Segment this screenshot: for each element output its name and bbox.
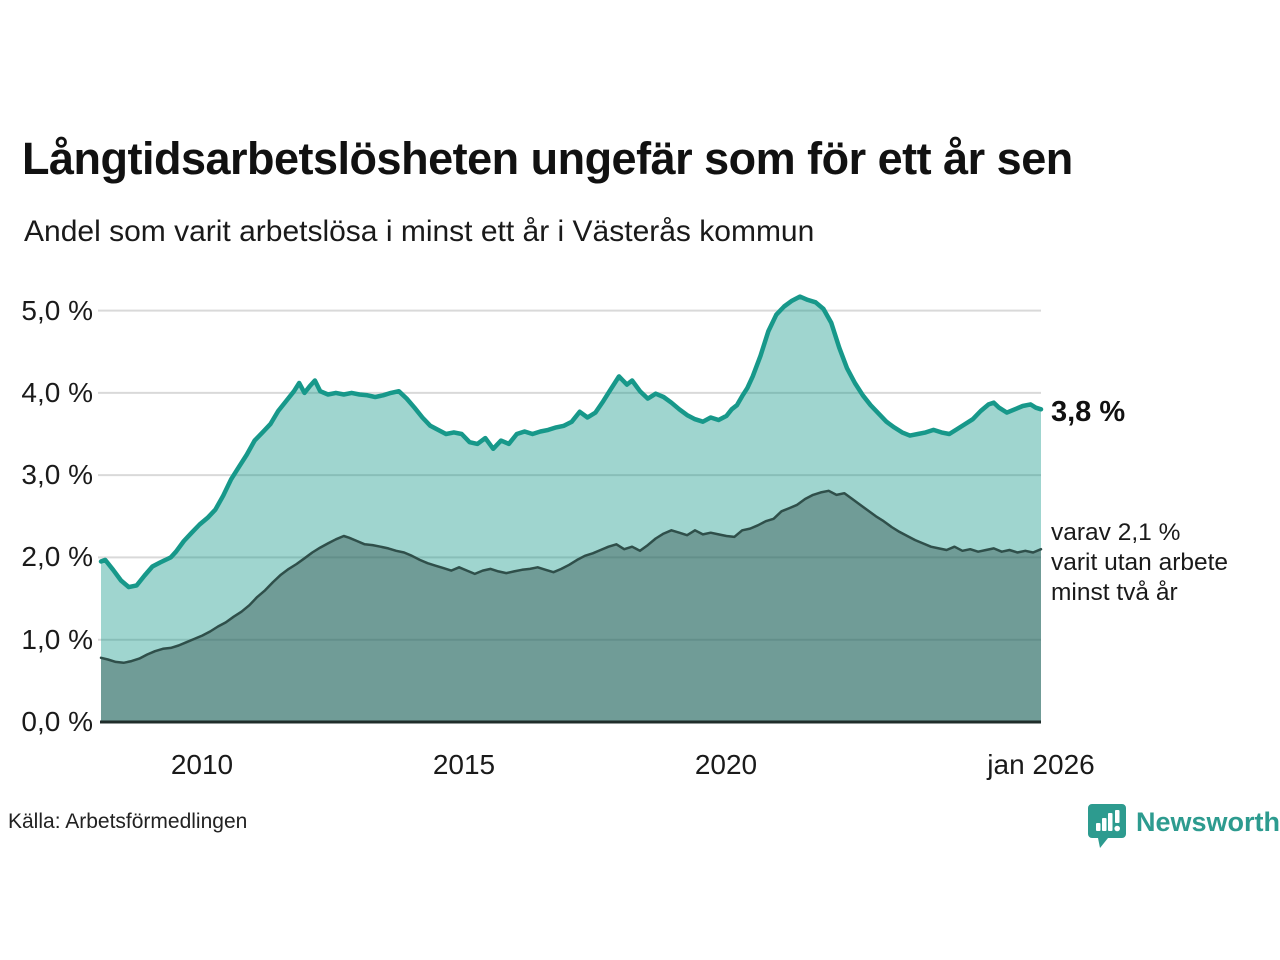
y-tick-label: 2,0 % <box>21 541 93 572</box>
secondary-annotation-line2: varit utan arbete <box>1051 549 1229 576</box>
x-tick-label: 2015 <box>432 749 496 780</box>
y-tick-label: 0,0 % <box>21 706 93 737</box>
series-area-1 <box>101 490 1041 722</box>
page-title: Långtidsarbetslösheten ungefär som för e… <box>22 133 1073 184</box>
x-tick-label: 2010 <box>170 749 234 780</box>
source-attribution: Källa: Arbetsförmedlingen <box>8 810 248 833</box>
y-tick-label: 5,0 % <box>21 295 93 326</box>
x-tick-label: 2020 <box>694 749 758 780</box>
newsworthy-bubble-chart-icon <box>1088 802 1128 855</box>
series-line-1 <box>99 489 1043 665</box>
chart-subtitle: Andel som varit arbetslösa i minst ett å… <box>24 215 815 248</box>
secondary-annotation-line1: varav 2,1 % <box>1051 519 1181 546</box>
y-tick-label: 4,0 % <box>21 377 93 408</box>
latest-value-label: 3,8 % <box>1051 396 1126 428</box>
secondary-annotation-line3: minst två år <box>1051 579 1178 606</box>
series-area-0 <box>101 296 1041 722</box>
secondary-series-annotation: varav 2,1 % varit utan arbete minst två … <box>1051 518 1228 608</box>
series-line-0 <box>98 294 1044 590</box>
y-tick-label: 3,0 % <box>21 459 93 490</box>
x-tick-label: jan 2026 <box>987 749 1095 780</box>
y-tick-label: 1,0 % <box>21 624 93 655</box>
newsworthy-logo: Newsworthy <box>1088 802 1280 850</box>
newsworthy-wordmark: Newsworthy <box>1136 807 1280 837</box>
